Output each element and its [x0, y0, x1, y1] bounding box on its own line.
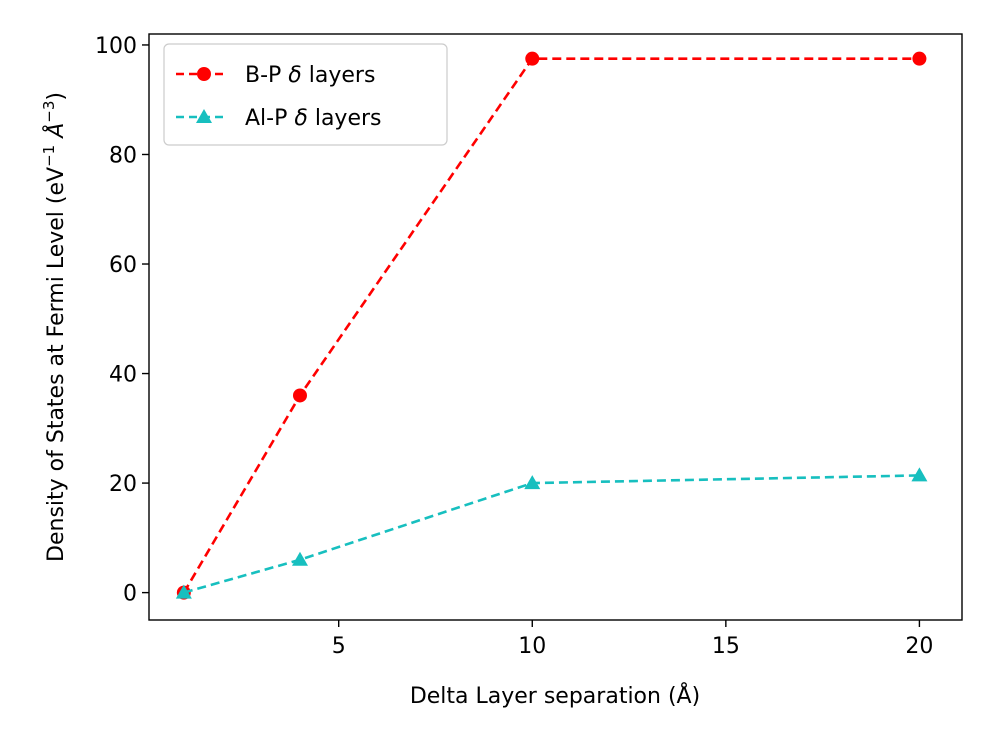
legend-label-alp: Al-P δ layers: [245, 106, 382, 131]
x-axis-ticks: 5 10 15 20: [332, 620, 933, 659]
y-tick-label-5: 100: [95, 34, 137, 59]
legend-marker-alp: [196, 109, 212, 123]
y-axis-label-superscript-1: −1: [40, 145, 58, 167]
legend-label-bp: B-P δ layers: [245, 63, 375, 88]
plot-frame: [148, 33, 963, 621]
legend-label-alp-symbol: δ: [294, 106, 307, 131]
y-tick-label-4: 80: [109, 143, 137, 168]
series-1-point-0: [175, 584, 192, 599]
x-tick-label-0: 5: [332, 634, 346, 659]
x-tick-label-1: 10: [518, 634, 546, 659]
y-axis-label: Density of States at Fermi Level (eV−1 Å…: [40, 92, 69, 562]
legend-label-alp-prefix: Al-P: [245, 106, 294, 131]
legend-box: [163, 43, 448, 146]
y-axis-label-superscript-2: −3: [40, 101, 58, 123]
y-axis-label-main: Density of States at Fermi Level (eV: [44, 167, 69, 562]
legend-marker-bp: [197, 67, 211, 81]
y-tick-label-0: 0: [123, 582, 137, 607]
series-line-1: [183, 474, 920, 594]
y-axis-label-angstrom: Å: [42, 123, 69, 145]
y-axis-label-end: ): [44, 92, 69, 101]
y-tick-label-1: 20: [109, 472, 137, 497]
series-0-point-2: [525, 51, 540, 66]
legend-label-bp-suffix: layers: [302, 63, 376, 88]
x-tick-label-2: 15: [712, 634, 740, 659]
legend-label-alp-suffix: layers: [308, 106, 382, 131]
y-tick-label-2: 40: [109, 363, 137, 388]
series-0-point-1: [292, 388, 307, 403]
x-axis-label: Delta Layer separation (Å): [410, 682, 700, 709]
legend-label-bp-prefix: B-P: [245, 63, 288, 88]
legend: B-P δ layers Al-P δ layers: [163, 43, 448, 146]
y-axis-ticks: 0 20 40 60 80 100: [95, 34, 149, 607]
series-0-point-3: [912, 51, 927, 66]
series-1-point-2: [524, 475, 541, 490]
series-layer: [175, 51, 928, 600]
legend-label-bp-symbol: δ: [288, 63, 301, 88]
series-line-0: [182, 57, 920, 594]
x-tick-label-3: 20: [905, 634, 933, 659]
y-tick-label-3: 60: [109, 253, 137, 278]
series-1-point-3: [911, 467, 928, 482]
series-1-point-1: [291, 551, 308, 566]
